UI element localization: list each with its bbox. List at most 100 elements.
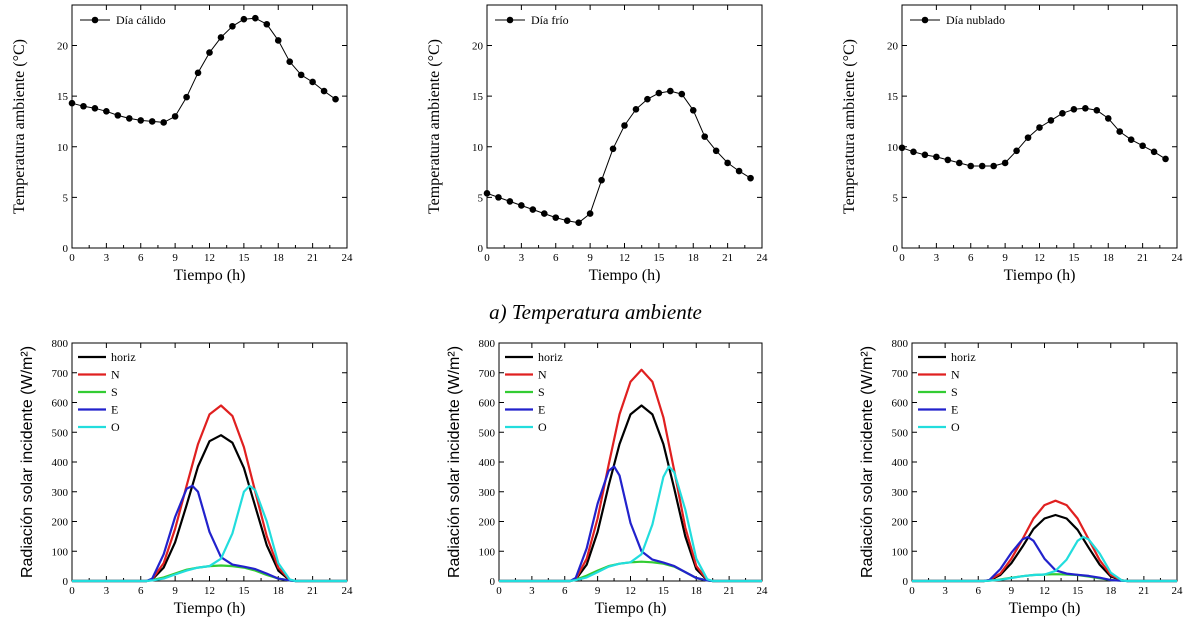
x-tick-label: 15 [1072,585,1084,597]
y-tick-label: 15 [887,91,899,103]
x-tick-label: 24 [342,252,354,264]
data-point [701,133,709,140]
data-point [309,78,316,86]
x-axis-label: Tiempo (h) [589,267,661,284]
data-point [1139,142,1146,150]
y-tick-label: 400 [892,457,909,469]
y-tick-label: 400 [479,457,496,469]
legend-label-s: S [951,385,958,399]
x-tick-label: 0 [69,252,75,264]
x-tick-label: 9 [587,252,593,264]
data-point [114,112,122,119]
data-point [621,122,628,129]
data-point [990,162,997,170]
data-point [735,167,743,175]
data-point [978,162,986,170]
series-line-d-a-c-lido [71,17,336,123]
data-point [171,113,179,120]
y-tick-label: 5 [63,192,69,204]
y-tick-label: 800 [52,338,69,350]
y-tick-label: 700 [52,368,69,380]
legend-label: Día cálido [116,13,166,27]
series-line-n [499,368,762,583]
series-line-d-a-nublado [901,107,1166,167]
data-point [1116,128,1124,135]
data-point [332,95,339,103]
x-tick-label: 21 [1137,252,1148,264]
legend-label-o: O [111,420,120,434]
x-tick-label: 6 [968,252,974,264]
x-tick-label: 12 [619,252,630,264]
y-tick-label: 20 [472,41,484,53]
data-point [1093,107,1101,114]
legend-marker [91,16,99,24]
section-caption: a) Temperatura ambiente [489,300,702,324]
chart-1: 0 3 6 9 12 15 18 21 24 0 5 10 15 20 Tiempo (h) Temperat… [11,4,354,284]
x-tick-label: 3 [519,252,525,264]
series-line-horiz [499,404,762,583]
y-tick-label: 10 [887,142,899,154]
y-tick-label: 300 [479,487,496,499]
x-tick-label: 21 [724,585,735,597]
data-point [667,87,674,95]
data-point [240,15,248,23]
legend-label-s: S [538,385,545,399]
y-tick-label: 400 [52,457,69,469]
y-tick-label: 0 [903,576,909,588]
x-tick-label: 24 [1172,585,1184,597]
x-tick-label: 12 [1034,252,1045,264]
x-tick-label: 3 [942,585,948,597]
data-point [1162,155,1169,163]
data-point [655,89,663,97]
data-point [125,115,133,122]
data-point [1104,115,1112,122]
x-axis-label: Tiempo (h) [1009,600,1081,617]
data-point [955,159,963,167]
x-tick-label: 12 [204,252,215,264]
data-point [540,210,548,217]
x-tick-label: 9 [172,252,178,264]
y-tick-label: 5 [478,192,484,204]
data-point [252,14,259,22]
series-line-horiz [912,513,1177,583]
x-tick-label: 6 [562,585,568,597]
legend-label-o: O [951,420,960,434]
data-point [575,219,582,226]
y-tick-label: 200 [892,517,909,529]
y-tick-label: 10 [57,142,69,154]
data-point [274,37,282,44]
data-point [286,58,294,65]
legend-label-horiz: horiz [951,350,976,364]
x-tick-label: 12 [625,585,636,597]
y-tick-label: 20 [887,41,899,53]
y-tick-label: 0 [490,576,496,588]
data-point [678,90,686,98]
data-point [552,214,560,221]
y-tick-label: 200 [479,517,496,529]
data-point [632,105,640,113]
data-point [68,99,76,107]
x-axis-label: Tiempo (h) [174,267,246,284]
y-tick-label: 700 [479,368,496,380]
legend-label-horiz: horiz [111,350,136,364]
x-tick-label: 15 [238,585,250,597]
y-tick-label: 15 [57,91,69,103]
chart-4: 0 3 6 9 12 15 18 21 24 0 100 200 300 400 500 600 700 800 T… [19,338,353,617]
data-point [933,153,940,161]
series-line-horiz [72,434,347,583]
data-point [689,107,697,114]
data-point [529,206,537,213]
data-point [206,49,213,56]
y-tick-label: 5 [893,192,899,204]
series-line-e [499,465,762,583]
y-tick-label: 0 [63,243,69,255]
series-line-n [72,404,347,583]
x-tick-label: 12 [204,585,215,597]
x-axis-label: Tiempo (h) [174,600,246,617]
y-tick-label: 100 [52,546,69,558]
data-point [148,118,156,125]
x-tick-label: 3 [529,585,535,597]
data-point [1013,147,1020,155]
y-tick-label: 10 [472,142,484,154]
